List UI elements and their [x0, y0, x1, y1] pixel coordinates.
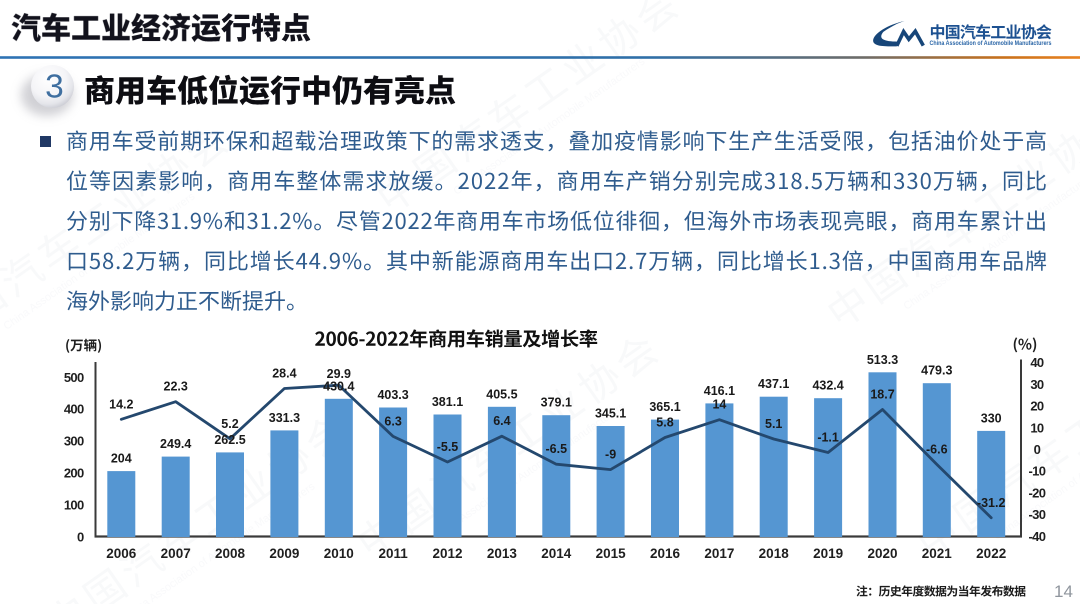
svg-text:204: 204: [111, 452, 132, 466]
svg-text:14: 14: [1054, 582, 1073, 601]
svg-text:-40: -40: [1029, 529, 1046, 544]
svg-text:2017: 2017: [704, 546, 734, 561]
svg-text:18.7: 18.7: [870, 388, 894, 402]
svg-text:-9: -9: [605, 448, 616, 462]
svg-text:379.1: 379.1: [541, 396, 572, 410]
svg-text:29.9: 29.9: [327, 367, 351, 381]
svg-text:2020: 2020: [867, 546, 897, 561]
svg-text:500: 500: [64, 370, 84, 385]
svg-text:2010: 2010: [324, 546, 354, 561]
svg-text:2016: 2016: [650, 546, 681, 561]
svg-text:6.3: 6.3: [384, 414, 401, 428]
svg-text:416.1: 416.1: [704, 384, 735, 398]
svg-text:2022: 2022: [976, 546, 1006, 561]
svg-text:-6.5: -6.5: [546, 442, 568, 456]
svg-text:331.3: 331.3: [269, 411, 300, 425]
svg-text:0: 0: [77, 529, 84, 544]
svg-text:200: 200: [64, 466, 84, 481]
svg-text:513.3: 513.3: [867, 353, 898, 367]
svg-text:5.2: 5.2: [221, 417, 238, 431]
svg-text:30: 30: [1030, 377, 1044, 392]
svg-text:400: 400: [64, 402, 84, 417]
svg-text:-1.1: -1.1: [817, 431, 839, 445]
svg-text:3: 3: [45, 68, 64, 105]
svg-text:5.8: 5.8: [656, 416, 673, 430]
svg-text:437.1: 437.1: [758, 377, 789, 391]
svg-text:-31.2: -31.2: [977, 496, 1006, 510]
svg-text:0: 0: [1034, 442, 1041, 457]
svg-text:100: 100: [64, 498, 84, 513]
svg-text:5.1: 5.1: [765, 417, 782, 431]
svg-text:22.3: 22.3: [164, 380, 188, 394]
svg-text:2012: 2012: [432, 546, 462, 561]
svg-text:10: 10: [1030, 420, 1044, 435]
svg-text:14: 14: [712, 398, 726, 412]
svg-text:2015: 2015: [596, 546, 627, 561]
svg-text:479.3: 479.3: [921, 364, 952, 378]
svg-text:-5.5: -5.5: [437, 440, 459, 454]
svg-text:2009: 2009: [269, 546, 299, 561]
svg-text:405.5: 405.5: [486, 387, 517, 401]
svg-text:-6.6: -6.6: [926, 442, 948, 456]
svg-text:-20: -20: [1029, 485, 1046, 500]
svg-text:262.5: 262.5: [214, 433, 245, 447]
svg-text:2019: 2019: [813, 546, 843, 561]
svg-text:2014: 2014: [541, 546, 572, 561]
svg-text:40: 40: [1030, 355, 1044, 370]
svg-text:365.1: 365.1: [649, 400, 680, 414]
svg-text:2013: 2013: [487, 546, 518, 561]
svg-text:2018: 2018: [759, 546, 790, 561]
svg-text:6.4: 6.4: [493, 414, 510, 428]
svg-text:2021: 2021: [922, 546, 953, 561]
svg-text:249.4: 249.4: [160, 437, 191, 451]
svg-text:28.4: 28.4: [272, 367, 296, 381]
svg-text:403.3: 403.3: [377, 388, 408, 402]
svg-text:432.4: 432.4: [812, 379, 843, 393]
svg-text:2008: 2008: [215, 546, 246, 561]
svg-text:China Association of Automobil: China Association of Automobile Manufact…: [930, 40, 1052, 47]
svg-text:300: 300: [64, 434, 84, 449]
svg-text:330: 330: [981, 411, 1002, 425]
svg-text:2006: 2006: [106, 546, 137, 561]
svg-text:-10: -10: [1029, 464, 1046, 479]
svg-text:2007: 2007: [161, 546, 191, 561]
svg-text:381.1: 381.1: [432, 395, 463, 409]
svg-text:2011: 2011: [378, 546, 408, 561]
svg-text:430.4: 430.4: [323, 379, 354, 393]
svg-text:345.1: 345.1: [595, 407, 626, 421]
svg-text:20: 20: [1030, 399, 1044, 414]
svg-text:-30: -30: [1029, 507, 1046, 522]
svg-text:14.2: 14.2: [109, 397, 133, 411]
